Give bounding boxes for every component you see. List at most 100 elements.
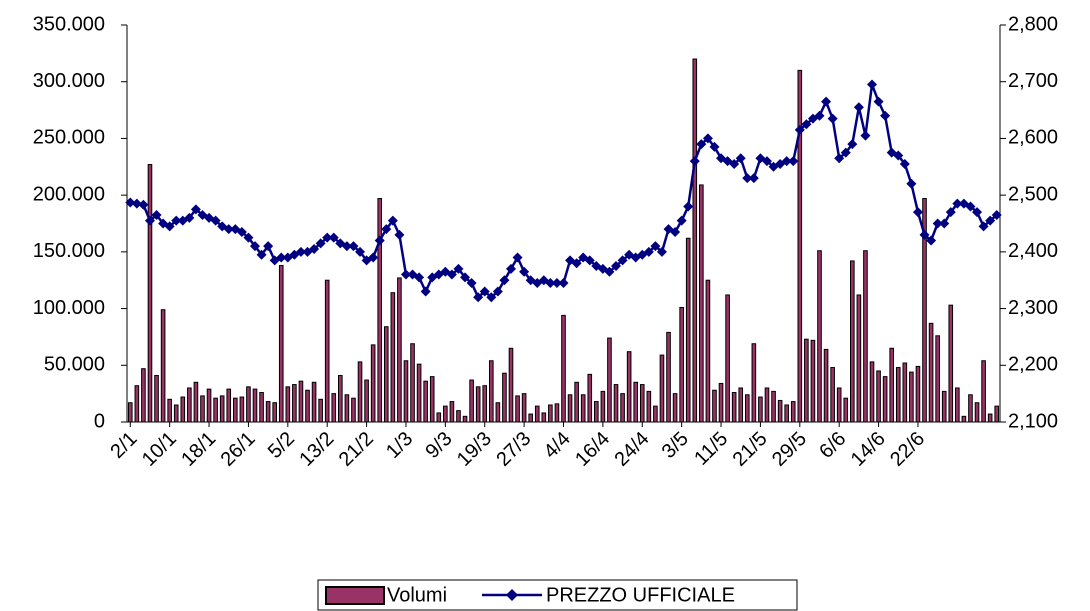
price-marker (479, 286, 490, 297)
price-marker (788, 156, 799, 167)
volume-bar (738, 387, 744, 423)
volume-bar (403, 360, 409, 423)
price-marker (611, 261, 622, 272)
volume-bar (613, 384, 619, 423)
volume-bar (699, 184, 704, 423)
price-marker (512, 252, 523, 263)
volume-bar (580, 394, 586, 423)
volume-bar (594, 401, 599, 423)
volume-bar (292, 384, 297, 423)
legend-box (317, 579, 798, 611)
volume-bar (265, 401, 271, 423)
volume-bar (948, 304, 954, 423)
volume-bar (574, 381, 579, 423)
price-marker (748, 173, 759, 184)
price-marker (670, 227, 681, 238)
volume-bar (180, 396, 186, 423)
x-tick-label: 24/4 (610, 428, 653, 471)
volume-bar (666, 331, 671, 423)
price-marker (814, 110, 825, 121)
volume-bar (436, 412, 442, 423)
price-marker (926, 235, 937, 246)
legend-label: PREZZO UFFICIALE (546, 584, 735, 606)
volume-bar (653, 405, 658, 423)
price-marker (131, 198, 142, 209)
volume-bar (429, 376, 435, 423)
volume-bar (456, 410, 461, 423)
y2-tick-label: 2,100 (1008, 410, 1058, 432)
volume-bar (515, 395, 520, 423)
volume-bar (423, 380, 428, 423)
x-tick-label: 26/1 (217, 428, 260, 471)
price-marker (276, 252, 287, 263)
price-marker (368, 252, 379, 263)
y-tick-label: 200.000 (33, 183, 105, 205)
volume-bar (246, 386, 251, 423)
price-marker (742, 173, 753, 184)
volume-bar (751, 343, 757, 423)
volume-bar (462, 415, 468, 423)
volume-bar (548, 404, 553, 423)
price-marker (696, 139, 707, 150)
price-marker (604, 266, 615, 277)
volume-bar (351, 397, 356, 423)
volume-bar (187, 387, 192, 423)
volume-bar (528, 413, 533, 423)
price-marker (420, 286, 431, 297)
x-tick-label: 1/3 (382, 428, 417, 463)
y-tick-label: 150.000 (33, 240, 105, 262)
volume-bar (771, 390, 776, 423)
volume-bar (567, 394, 573, 423)
y-tick-label: 350.000 (33, 13, 105, 35)
volume-bar (160, 309, 166, 423)
volume-bar (922, 198, 927, 423)
y-tick-label: 300.000 (33, 70, 105, 92)
volume-bar (895, 367, 901, 423)
volume-bar (830, 367, 835, 423)
volume-bar (817, 250, 822, 423)
volume-bar (764, 387, 770, 423)
x-tick-label: 2/1 (106, 428, 141, 463)
legend-swatch (325, 586, 385, 605)
x-tick-label: 18/1 (177, 428, 220, 471)
price-marker (505, 263, 516, 274)
price-marker (558, 278, 569, 289)
volume-bar (357, 361, 363, 423)
volume-bar (758, 396, 763, 423)
price-marker (945, 207, 956, 218)
volume-bar (909, 371, 914, 423)
price-marker (906, 178, 917, 189)
volume-bar (600, 390, 606, 423)
x-tick-label: 21/5 (729, 428, 772, 471)
price-marker (840, 147, 851, 158)
price-marker (991, 209, 1002, 220)
y-tick-label: 50.000 (44, 354, 105, 376)
x-tick-label: 3/5 (658, 428, 693, 463)
price-marker (315, 238, 326, 249)
price-marker (827, 113, 838, 124)
price-marker (414, 272, 425, 283)
volume-bar (469, 379, 474, 423)
volume-bar (134, 385, 140, 423)
price-marker (650, 241, 661, 252)
volume-bar (390, 292, 396, 423)
y-tick-label: 0 (94, 410, 105, 432)
volume-bar (810, 339, 816, 423)
price-marker (492, 286, 503, 297)
price-marker (486, 292, 497, 303)
y-tick-label: 250.000 (33, 127, 105, 149)
volume-bar (318, 398, 323, 423)
x-tick-label: 11/5 (690, 428, 732, 470)
price-marker (295, 246, 306, 257)
volume-bar (836, 387, 842, 423)
volume-bar (364, 379, 369, 423)
price-marker (853, 102, 864, 113)
price-marker (571, 258, 582, 269)
x-tick-label: 16/4 (571, 428, 614, 471)
price-marker (643, 246, 654, 257)
price-marker (899, 158, 910, 169)
volume-bar (935, 335, 940, 423)
price-marker (144, 215, 155, 226)
price-marker (322, 232, 333, 243)
